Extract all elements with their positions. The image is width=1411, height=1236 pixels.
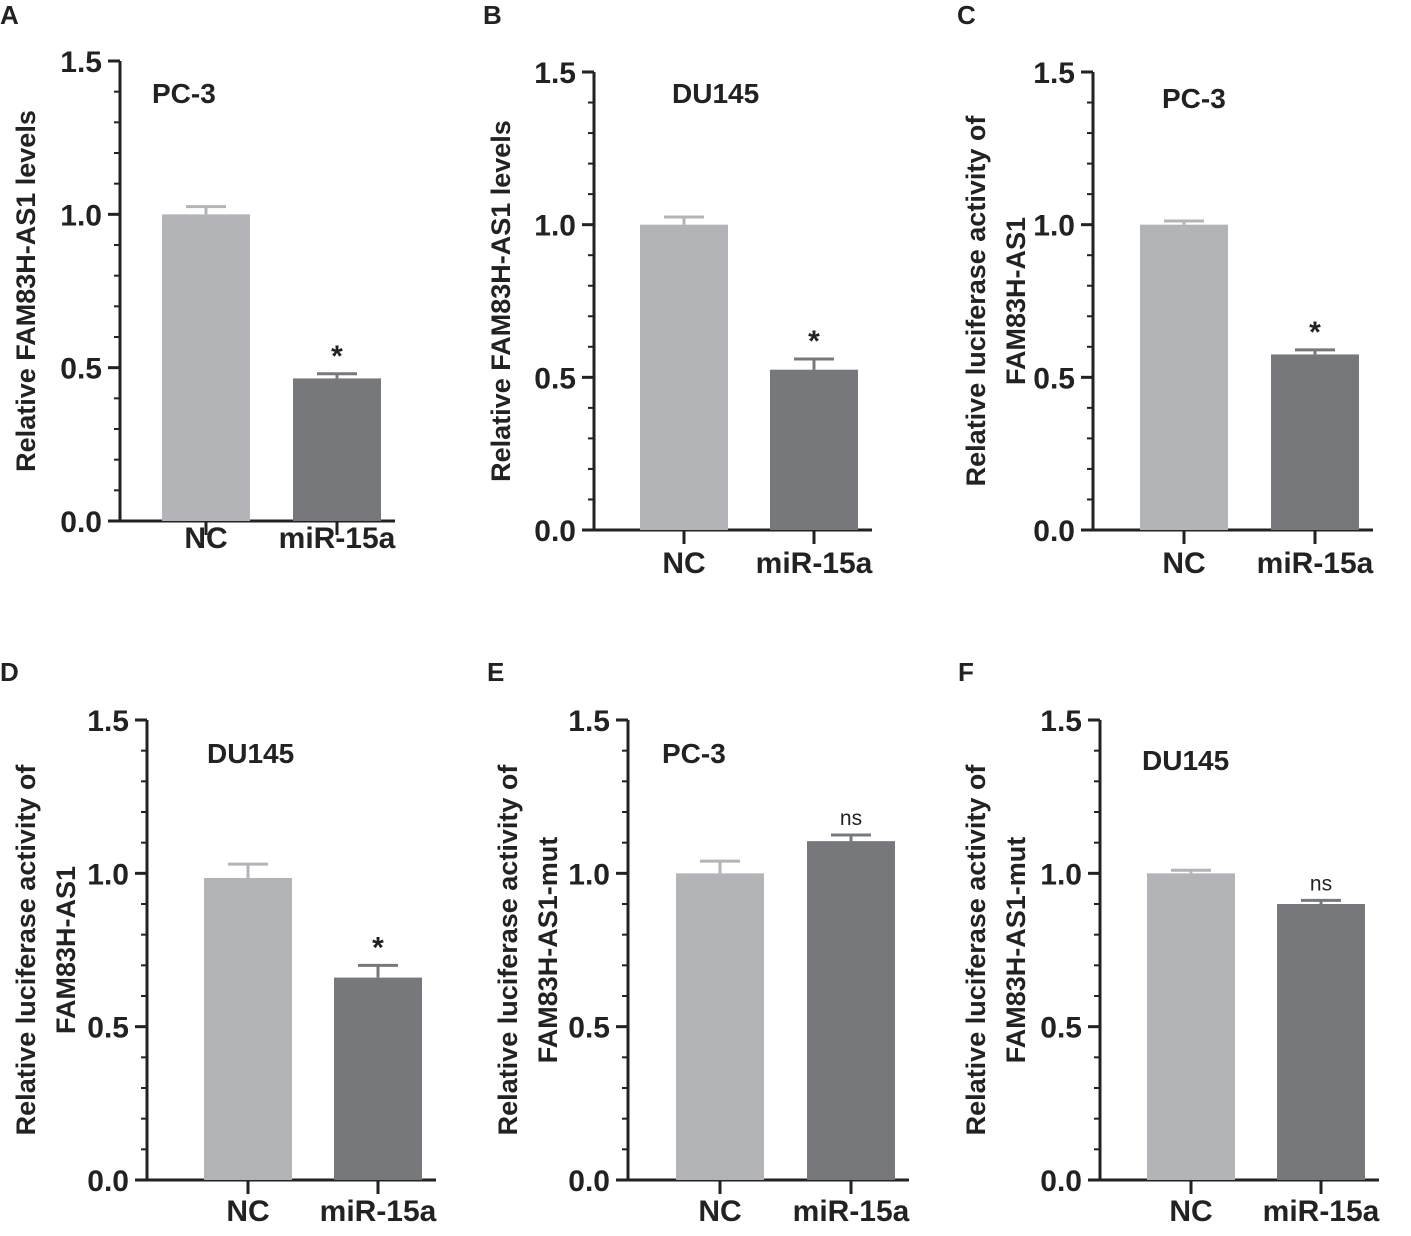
y-tick-label: 0.5 [1040, 1012, 1082, 1045]
y-tick-label: 1.0 [1033, 210, 1075, 243]
y-tick-label: 0.0 [1040, 1165, 1082, 1198]
chart-title: DU145 [1142, 745, 1229, 776]
significance-star: * [808, 325, 820, 358]
panel-letter: C [957, 0, 976, 30]
y-axis-label: FAM83H-AS1-mut [1001, 837, 1031, 1064]
y-tick-label: 1.5 [87, 705, 129, 738]
y-tick-label: 1.5 [1040, 705, 1082, 738]
y-tick-label: 0.5 [60, 353, 102, 386]
significance-star: * [1309, 316, 1321, 349]
bar-nc [1140, 224, 1228, 530]
y-axis-label: FAM83H-AS1 [1001, 217, 1031, 385]
bar-mir-15a [334, 977, 422, 1180]
y-tick-label: 1.5 [1033, 57, 1075, 90]
y-axis-label: Relative luciferase activity of [961, 764, 991, 1136]
panel-d: D 0.0 0.5 1.0 1.5 DU145 Relative luciferase ac… [0, 657, 437, 1228]
bar-nc [640, 224, 728, 530]
panel-b: B 0.0 0.5 1.0 1.5 DU145 Relative FAM83H-AS1 le… [483, 0, 873, 580]
panel-letter: A [0, 0, 19, 30]
y-tick-label: 0.0 [534, 515, 576, 548]
y-tick-label: 1.0 [1040, 858, 1082, 891]
y-axis-label: Relative luciferase activity of [961, 115, 991, 487]
y-tick-label: 1.0 [568, 858, 610, 891]
bar-mir-15a [770, 369, 858, 530]
y-axis-label: Relative FAM83H-AS1 levels [11, 110, 41, 472]
significance-ns: ns [840, 807, 862, 830]
y-tick-label: 1.5 [60, 46, 102, 79]
chart-title: DU145 [672, 78, 759, 109]
panel-letter: E [487, 657, 504, 687]
x-category-label: miR-15a [756, 547, 873, 580]
y-axis-label: Relative luciferase activity of [493, 764, 523, 1136]
x-category-label: NC [1162, 547, 1205, 580]
bar-mir-15a [1277, 904, 1365, 1180]
panel-a: A 0.0 0.5 1.0 1.5 PC-3 Relative FAM83H-AS1 lev… [0, 0, 396, 555]
panel-letter: B [483, 0, 502, 30]
y-tick-label: 0.0 [568, 1165, 610, 1198]
chart-title: PC-3 [662, 738, 726, 769]
chart-title: DU145 [207, 738, 294, 769]
x-category-label: miR-15a [1257, 547, 1374, 580]
y-tick-label: 0.5 [568, 1012, 610, 1045]
y-tick-label: 1.5 [568, 705, 610, 738]
panel-letter: D [0, 657, 19, 687]
panel-letter: F [958, 657, 974, 687]
x-category-label: miR-15a [1263, 1195, 1380, 1228]
y-tick-label: 1.0 [87, 858, 129, 891]
bar-mir-15a [293, 378, 381, 521]
bar-nc [676, 873, 764, 1180]
y-tick-label: 0.5 [534, 362, 576, 395]
significance-ns: ns [1310, 872, 1332, 895]
panel-c: C 0.0 0.5 1.0 1.5 PC-3 Relative luciferase act… [957, 0, 1374, 580]
x-category-label: NC [226, 1195, 269, 1228]
x-category-label: miR-15a [320, 1195, 437, 1228]
x-category-label: NC [184, 522, 227, 555]
panel-e: E 0.0 0.5 1.0 1.5 PC-3 Relative luciferase act… [487, 657, 910, 1228]
y-axis-label: Relative FAM83H-AS1 levels [486, 120, 516, 482]
y-tick-label: 0.0 [87, 1165, 129, 1198]
panel-f: F 0.0 0.5 1.0 1.5 DU145 Relative luciferase ac… [958, 657, 1380, 1228]
y-tick-label: 0.5 [87, 1012, 129, 1045]
chart-title: PC-3 [1162, 83, 1226, 114]
y-tick-label: 1.5 [534, 57, 576, 90]
x-category-label: NC [662, 547, 705, 580]
bar-nc [204, 877, 292, 1180]
x-category-label: miR-15a [279, 522, 396, 555]
bar-mir-15a [807, 841, 895, 1180]
y-axis-label: Relative luciferase activity of [11, 764, 41, 1136]
y-axis-label: FAM83H-AS1 [51, 866, 81, 1034]
bar-nc [162, 214, 250, 522]
x-category-label: NC [698, 1195, 741, 1228]
y-tick-label: 0.0 [60, 506, 102, 539]
y-tick-label: 0.0 [1033, 515, 1075, 548]
significance-star: * [331, 340, 343, 373]
y-tick-label: 1.0 [534, 210, 576, 243]
y-tick-label: 1.0 [60, 199, 102, 232]
x-category-label: miR-15a [793, 1195, 910, 1228]
y-axis-label: FAM83H-AS1-mut [533, 837, 563, 1064]
bar-nc [1147, 873, 1235, 1180]
chart-title: PC-3 [152, 78, 216, 109]
y-tick-label: 0.5 [1033, 362, 1075, 395]
significance-star: * [372, 931, 384, 964]
bar-mir-15a [1271, 354, 1359, 530]
x-category-label: NC [1169, 1195, 1212, 1228]
